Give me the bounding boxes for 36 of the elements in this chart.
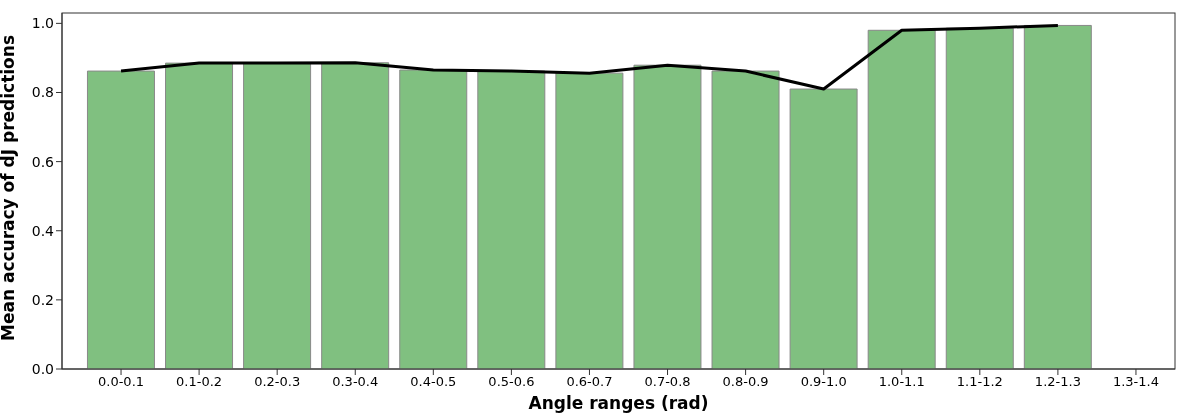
x-tick-label: 1.2-1.3 xyxy=(1034,374,1081,390)
y-tick-label: 0.2 xyxy=(31,291,54,308)
x-tick-label: 1.0-1.1 xyxy=(878,374,925,390)
bar xyxy=(477,70,546,369)
x-tick-label: 1.1-1.2 xyxy=(956,374,1003,390)
bar xyxy=(1023,24,1092,369)
x-tick-label: 1.3-1.4 xyxy=(1112,374,1159,390)
bar xyxy=(399,69,468,369)
x-axis-title: Angle ranges (rad) xyxy=(528,393,709,413)
x-tick-label: 0.8-0.9 xyxy=(722,374,769,390)
y-tick-label: 1.0 xyxy=(31,15,54,32)
bar xyxy=(945,27,1014,369)
x-tick-label: 0.5-0.6 xyxy=(488,374,535,390)
bar xyxy=(243,62,312,369)
x-tick-label: 0.2-0.3 xyxy=(254,374,301,390)
bar xyxy=(555,72,624,369)
bar xyxy=(789,88,858,369)
line-series xyxy=(119,23,1060,91)
x-tick-label: 0.6-0.7 xyxy=(566,374,613,390)
bar xyxy=(321,62,390,369)
bar xyxy=(633,64,702,369)
x-tick-label: 0.4-0.5 xyxy=(410,374,457,390)
y-tick-label: 0.0 xyxy=(31,360,54,377)
bar xyxy=(165,62,234,369)
x-tick-label: 0.0-0.1 xyxy=(98,374,145,390)
bar xyxy=(86,70,155,369)
x-tick-label: 0.7-0.8 xyxy=(644,374,691,390)
bar xyxy=(867,29,936,369)
y-tick-label: 0.4 xyxy=(31,222,55,239)
x-tick-label: 0.1-0.2 xyxy=(176,374,223,390)
bar xyxy=(711,70,780,369)
y-tick-label: 0.6 xyxy=(31,153,55,170)
x-tick-label: 0.3-0.4 xyxy=(332,374,379,390)
y-axis-title: Mean accuracy of dJ predictions xyxy=(0,34,19,341)
x-tick-label: 0.9-1.0 xyxy=(800,374,847,390)
y-tick-label: 0.8 xyxy=(31,84,54,101)
